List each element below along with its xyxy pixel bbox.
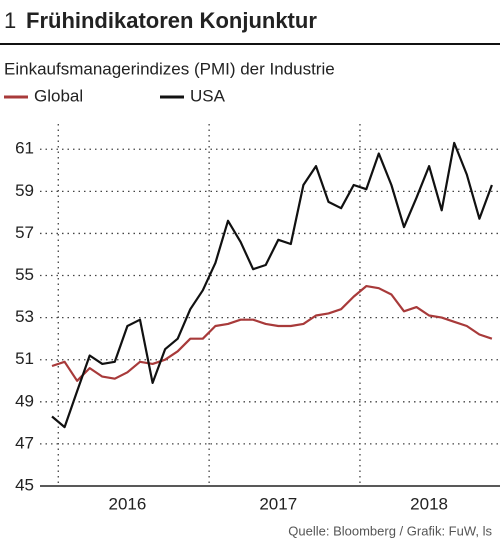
y-tick-label: 57 xyxy=(15,223,34,242)
y-tick-label: 61 xyxy=(15,139,34,158)
y-tick-label: 53 xyxy=(15,307,34,326)
x-tick-label: 2017 xyxy=(259,494,297,513)
legend-label: USA xyxy=(190,86,226,105)
y-tick-label: 55 xyxy=(15,265,34,284)
x-tick-label: 2018 xyxy=(410,494,448,513)
y-tick-label: 47 xyxy=(15,433,34,452)
series-line xyxy=(51,285,493,382)
y-tick-label: 51 xyxy=(15,349,34,368)
y-tick-label: 45 xyxy=(15,475,34,494)
chart-title: Frühindikatoren Konjunktur xyxy=(26,8,317,33)
y-tick-label: 49 xyxy=(15,391,34,410)
chart-subtitle: Einkaufsmanagerindizes (PMI) der Industr… xyxy=(4,59,335,78)
y-tick-label: 59 xyxy=(15,181,34,200)
source: Quelle: Bloomberg / Grafik: FuW, ls xyxy=(288,523,492,538)
series-line xyxy=(51,141,493,429)
chart-number: 1 xyxy=(4,8,16,33)
x-tick-label: 2016 xyxy=(109,494,147,513)
legend-label: Global xyxy=(34,86,83,105)
